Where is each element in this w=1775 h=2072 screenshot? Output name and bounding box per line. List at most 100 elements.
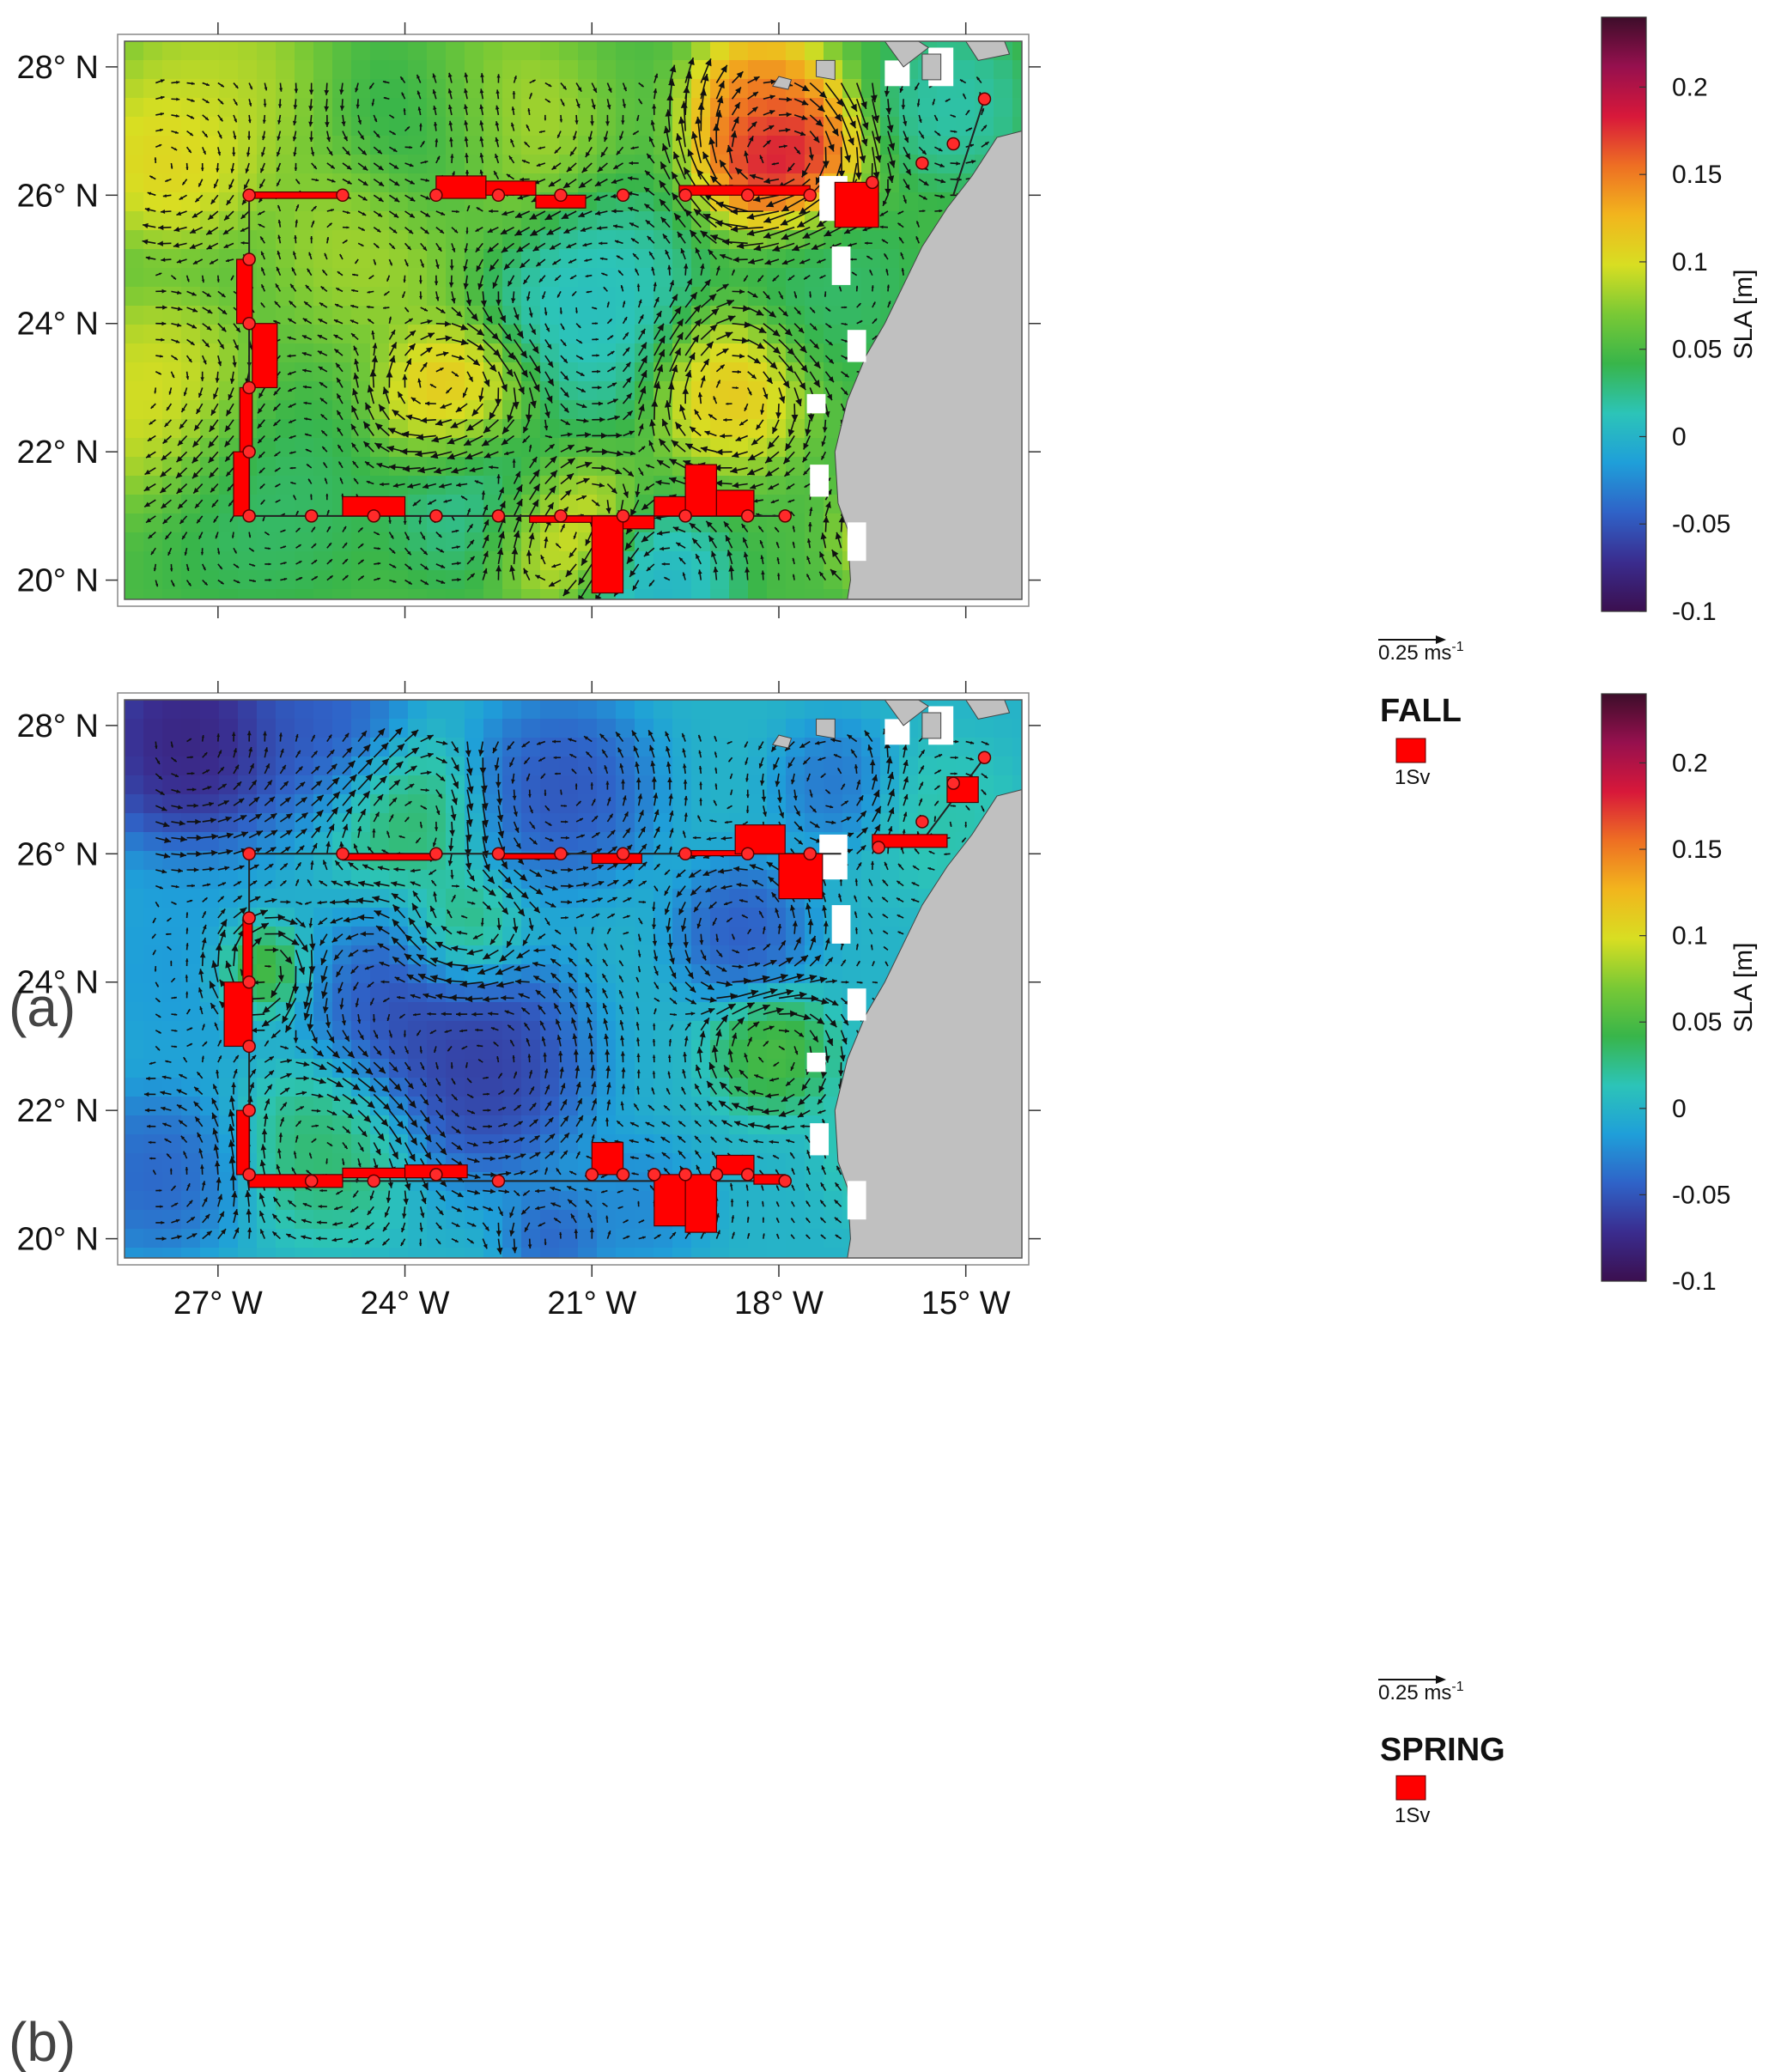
- colorbar-tick-label: 0: [1672, 1095, 1687, 1123]
- vector-scale-legend-spring: 0.25 ms-1: [1378, 1675, 1464, 1704]
- station-marker: [429, 847, 443, 861]
- transport-box: [223, 981, 253, 1048]
- longitude-tick-labels: 27° W 24° W 21° W 18° W 15° W: [173, 1285, 1011, 1322]
- station-marker: [491, 847, 506, 861]
- station-marker: [678, 509, 692, 523]
- station-marker: [491, 188, 506, 203]
- station-marker: [616, 1168, 630, 1182]
- panel-letter-a: (a): [9, 976, 76, 1038]
- transport-box: [591, 515, 624, 594]
- station-marker: [915, 815, 929, 829]
- colorbar-tick-label: 0: [1672, 422, 1687, 451]
- transport-box: [591, 1141, 624, 1176]
- transport-box: [778, 853, 824, 900]
- station-marker: [915, 156, 929, 170]
- station-marker: [304, 509, 319, 523]
- latitude-tick-label: 24° N: [17, 307, 99, 343]
- transport-box: [872, 834, 948, 848]
- latitude-tick-label: 22° N: [17, 434, 99, 471]
- latitude-tick-label: 26° N: [17, 836, 99, 872]
- station-marker: [242, 509, 256, 523]
- colorbar-tick-label: -0.05: [1672, 1181, 1730, 1209]
- transport-box: [497, 853, 562, 860]
- station-marker: [242, 316, 256, 331]
- vector-scale-unit-spring: -1: [1451, 1680, 1463, 1694]
- transport-box: [653, 1174, 686, 1227]
- station-marker: [554, 188, 568, 203]
- station-marker: [242, 1103, 256, 1117]
- station-marker: [778, 509, 792, 523]
- transport-box: [342, 853, 437, 861]
- colorbar-tick-label: 0.05: [1672, 336, 1722, 364]
- latitude-tick-label: 20° N: [17, 1222, 99, 1258]
- latitude-tick-label: 28° N: [17, 708, 99, 744]
- vector-scale-unit-fall: -1: [1451, 640, 1463, 654]
- colorbar-tick-label: 0.15: [1672, 161, 1722, 189]
- station-marker: [616, 188, 630, 203]
- colorbar-tick-label: -0.1: [1672, 1267, 1717, 1296]
- station-marker: [977, 750, 992, 764]
- season-label-fall: FALL: [1380, 693, 1462, 729]
- station-marker: [304, 1174, 319, 1188]
- colorbar-spring: 0.2 0.15 0.1 0.05 0 -0.05 -0.1 SLA [m]: [1601, 693, 1758, 1296]
- station-marker: [740, 847, 755, 861]
- latitude-tick-label: 26° N: [17, 178, 99, 214]
- station-marker: [429, 509, 443, 523]
- transport-scale-label-fall: 1Sv: [1395, 766, 1430, 789]
- colorbar-tick-label: -0.05: [1672, 510, 1730, 538]
- station-marker: [709, 1168, 724, 1182]
- station-marker: [803, 188, 818, 203]
- transport-box: [435, 175, 487, 199]
- transport-box: [236, 258, 253, 325]
- colorbar-tick-label: 0.1: [1672, 922, 1708, 951]
- station-marker: [554, 509, 568, 523]
- station-marker: [946, 137, 960, 151]
- map-axes-fall: 28° N 26° N 24° N 22° N 20° N: [17, 22, 1041, 618]
- season-label-spring: SPRING: [1380, 1732, 1505, 1768]
- colorbar-fall: 0.2 0.15 0.1 0.05 0 -0.05 -0.1 SLA [m]: [1601, 16, 1758, 626]
- colorbar-label: SLA [m]: [1729, 942, 1758, 1032]
- transport-scale-legend-spring: 1Sv: [1395, 1775, 1430, 1827]
- transport-section: [233, 92, 992, 594]
- station-marker: [866, 175, 879, 190]
- longitude-tick-label: 15° W: [921, 1285, 1011, 1322]
- station-marker: [946, 776, 960, 790]
- station-marker: [429, 1168, 443, 1182]
- station-marker: [491, 509, 506, 523]
- transport-section: [223, 750, 992, 1233]
- station-marker: [367, 1174, 381, 1188]
- transport-scale-label-spring: 1Sv: [1395, 1804, 1430, 1827]
- vector-scale-label-spring: 0.25 ms: [1378, 1681, 1451, 1704]
- transport-scale-legend-fall: 1Sv: [1395, 738, 1430, 789]
- african-coast-land: [771, 700, 1022, 1258]
- colorbar-tick-label: 0.2: [1672, 749, 1708, 777]
- transport-box: [248, 191, 343, 199]
- transport-box: [684, 1174, 718, 1233]
- station-marker: [585, 1168, 599, 1182]
- transport-box: [236, 1109, 250, 1176]
- station-marker: [678, 847, 692, 861]
- vector-scale-label-fall: 0.25 ms: [1378, 641, 1451, 665]
- station-marker: [977, 92, 992, 106]
- panel-fall: 28° N26° N24° N22° N20° N (a) 0.25 ms-1 …: [9, 22, 1464, 1038]
- transport-box: [248, 1174, 343, 1188]
- station-marker: [336, 847, 350, 861]
- vector-scale-legend-fall: 0.25 ms-1: [1378, 635, 1464, 665]
- latitude-tick-label: 22° N: [17, 1093, 99, 1129]
- station-marker: [740, 1168, 755, 1182]
- station-marker: [647, 1168, 661, 1182]
- transport-box: [233, 451, 250, 517]
- station-marker: [242, 1039, 256, 1054]
- station-marker: [367, 509, 381, 523]
- transport-box: [242, 917, 253, 983]
- station-marker: [242, 252, 256, 266]
- station-marker: [678, 188, 692, 203]
- current-vectors: [142, 57, 990, 599]
- colorbar-tick-label: 0.05: [1672, 1008, 1722, 1036]
- colorbar-tick-label: 0.1: [1672, 248, 1708, 276]
- panel-letter-b: (b): [9, 2011, 76, 2072]
- latitude-tick-label: 20° N: [17, 563, 99, 599]
- station-marker: [242, 188, 256, 203]
- station-marker: [491, 1174, 506, 1188]
